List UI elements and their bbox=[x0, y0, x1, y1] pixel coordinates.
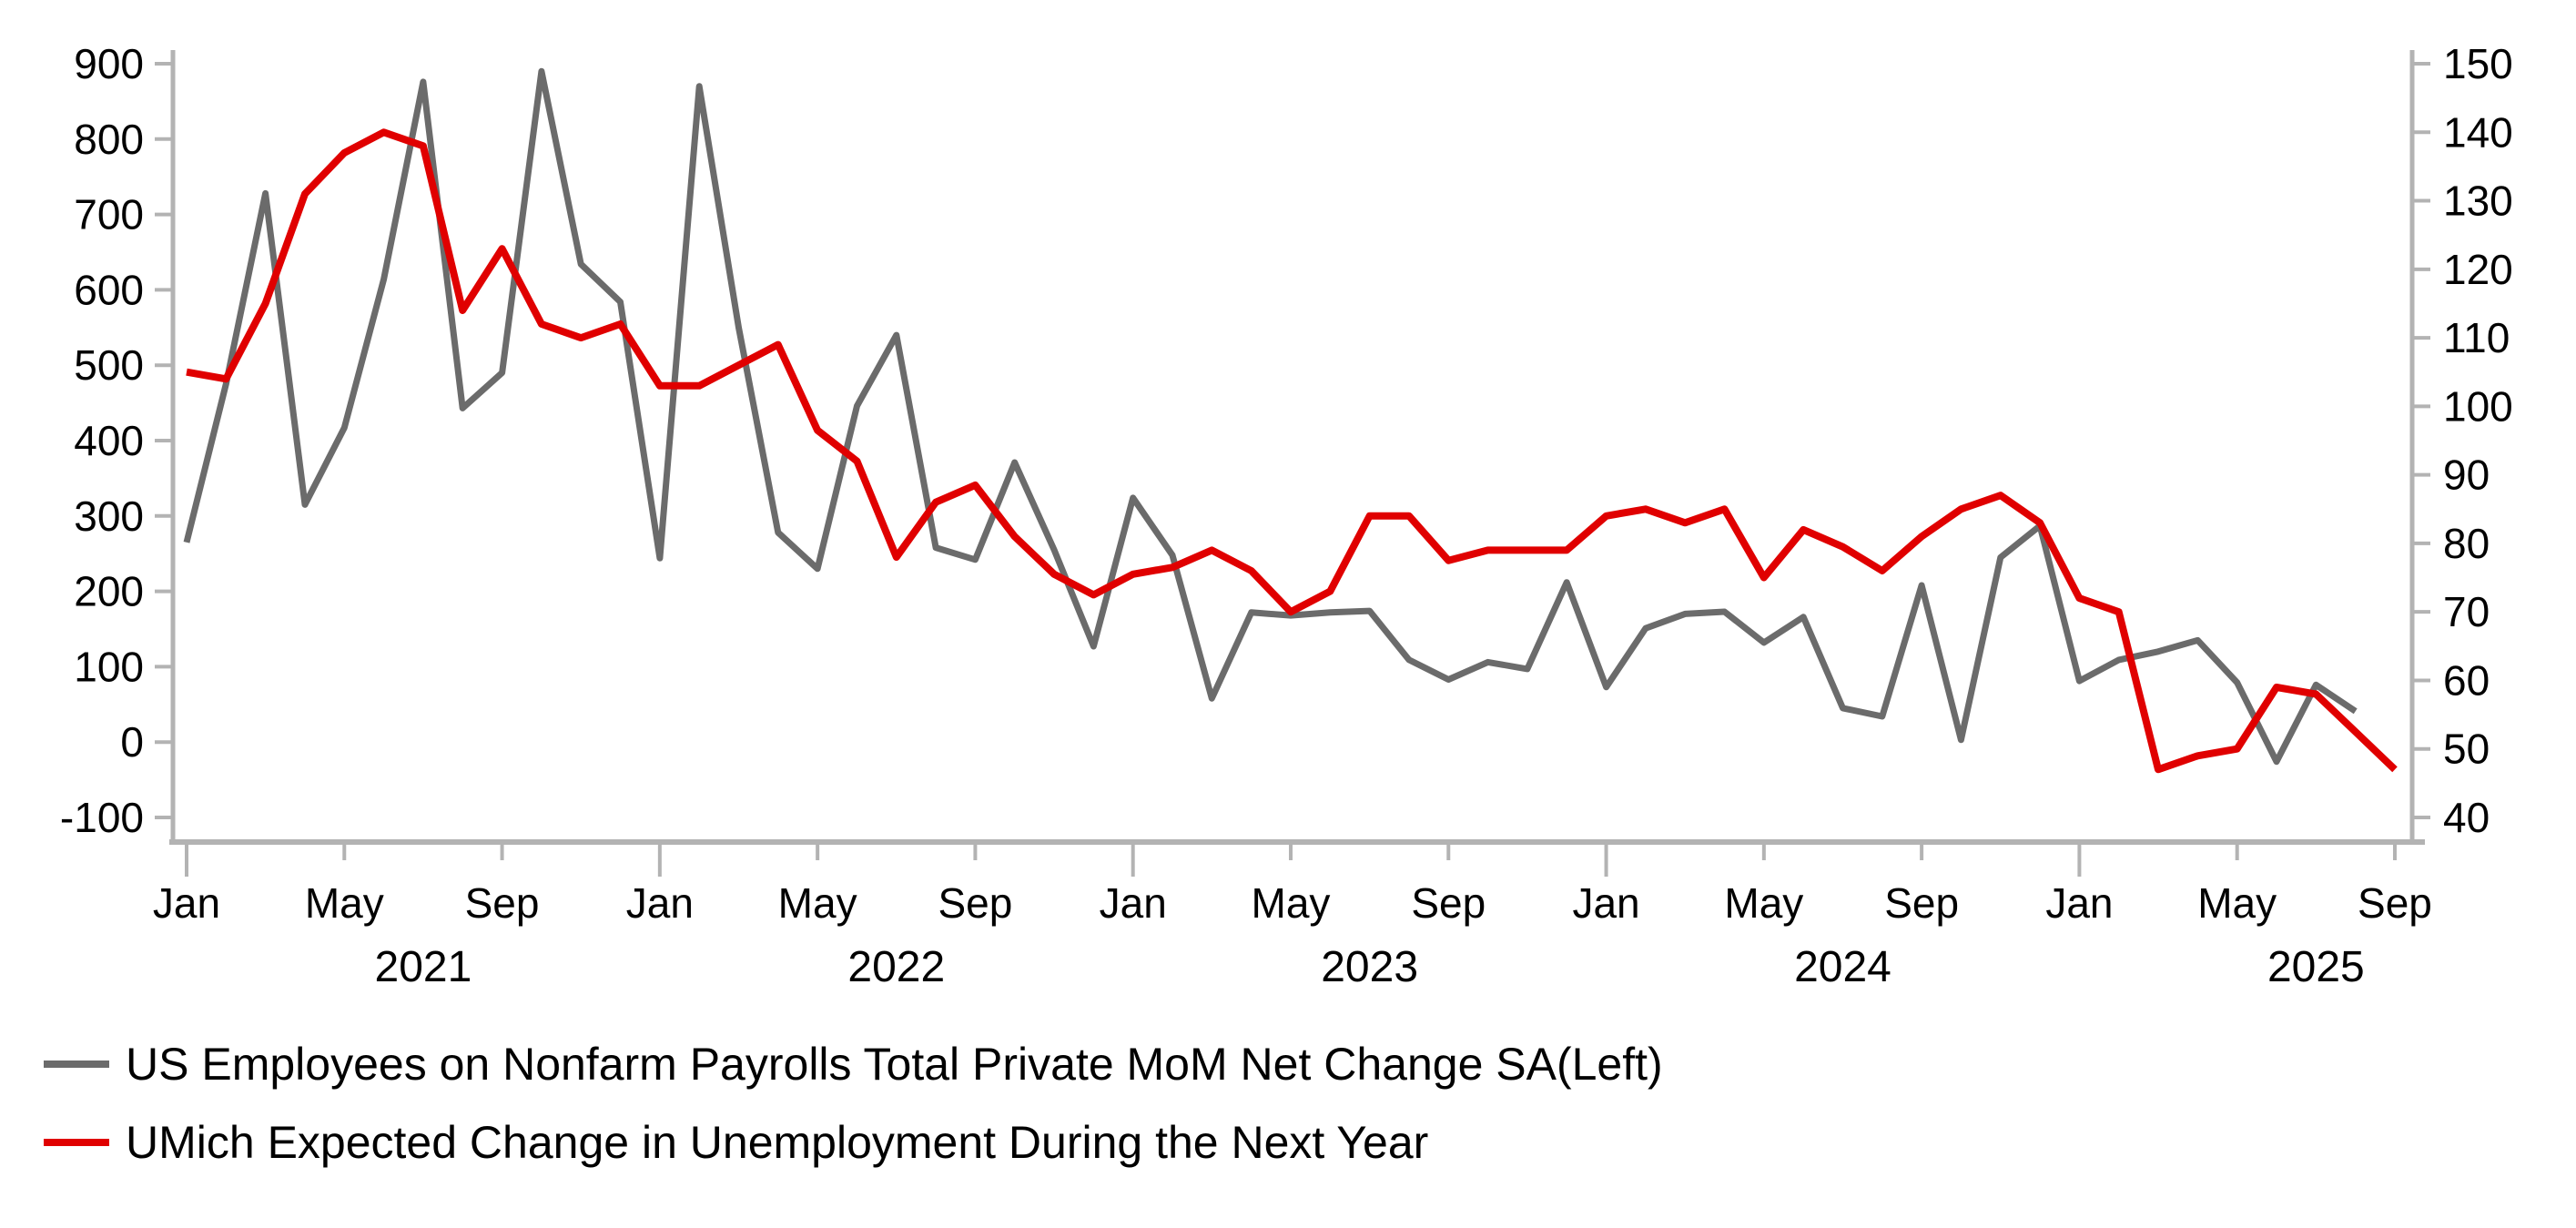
left-axis-tick-label: 800 bbox=[74, 116, 144, 163]
left-axis-tick-label: -100 bbox=[60, 794, 144, 841]
x-axis-month-label: Sep bbox=[1411, 879, 1486, 927]
umich-series-swatch bbox=[44, 1139, 109, 1146]
x-axis-year-label: 2025 bbox=[2267, 943, 2365, 991]
x-axis-month-label: May bbox=[305, 879, 384, 927]
right-axis-tick-label: 90 bbox=[2443, 452, 2490, 499]
right-axis-tick-label: 140 bbox=[2443, 108, 2513, 156]
left-axis-tick-label: 0 bbox=[120, 718, 144, 766]
x-axis-month-label: Jan bbox=[1572, 879, 1639, 927]
legend-item-umich: UMich Expected Change in Unemployment Du… bbox=[44, 1114, 1663, 1171]
left-axis-tick-label: 400 bbox=[74, 417, 144, 464]
payrolls-series-swatch bbox=[44, 1061, 109, 1068]
left-axis-tick-label: 100 bbox=[74, 643, 144, 690]
x-axis-month-label: Sep bbox=[1884, 879, 1959, 927]
left-axis-tick-label: 900 bbox=[74, 40, 144, 87]
right-axis-tick-label: 150 bbox=[2443, 40, 2513, 87]
right-axis-tick-label: 80 bbox=[2443, 520, 2490, 567]
umich-series-line bbox=[186, 128, 2398, 774]
legend: US Employees on Nonfarm Payrolls Total P… bbox=[44, 1036, 1663, 1171]
right-axis-tick-label: 50 bbox=[2443, 726, 2490, 773]
payrolls-series-label: US Employees on Nonfarm Payrolls Total P… bbox=[126, 1039, 1663, 1090]
x-axis-year-label: 2024 bbox=[1794, 943, 1891, 991]
right-axis-tick-label: 40 bbox=[2443, 794, 2490, 841]
left-axis-tick-label: 200 bbox=[74, 568, 144, 615]
x-axis-month-label: Jan bbox=[2045, 879, 2113, 927]
right-axis-tick-label: 120 bbox=[2443, 246, 2513, 293]
payrolls-series-line bbox=[183, 67, 2358, 766]
x-axis-year-label: 2021 bbox=[375, 943, 472, 991]
x-axis-month-label: May bbox=[778, 879, 857, 927]
legend-item-payrolls: US Employees on Nonfarm Payrolls Total P… bbox=[44, 1036, 1663, 1092]
left-axis-tick-label: 300 bbox=[74, 492, 144, 540]
x-axis-month-label: Sep bbox=[2358, 879, 2432, 927]
x-axis-month-label: May bbox=[1252, 879, 1331, 927]
x-axis-month-label: May bbox=[1724, 879, 1803, 927]
right-axis-tick-label: 60 bbox=[2443, 656, 2490, 704]
left-axis-tick-label: 700 bbox=[74, 191, 144, 238]
right-axis-tick-label: 130 bbox=[2443, 178, 2513, 225]
x-axis-month-label: Sep bbox=[938, 879, 1012, 927]
x-axis-month-label: Jan bbox=[153, 879, 220, 927]
x-axis-month-label: May bbox=[2197, 879, 2277, 927]
left-axis-tick-label: 500 bbox=[74, 341, 144, 389]
left-axis-tick-label: 600 bbox=[74, 266, 144, 313]
x-axis-year-label: 2022 bbox=[847, 943, 945, 991]
x-axis-month-label: Sep bbox=[465, 879, 540, 927]
right-axis-tick-label: 110 bbox=[2443, 314, 2510, 361]
umich-series-label: UMich Expected Change in Unemployment Du… bbox=[126, 1117, 1429, 1168]
right-axis-tick-label: 100 bbox=[2443, 382, 2513, 430]
x-axis-year-label: 2023 bbox=[1321, 943, 1418, 991]
x-axis-month-label: Jan bbox=[1100, 879, 1167, 927]
right-axis-tick-label: 70 bbox=[2443, 588, 2490, 635]
x-axis-month-label: Jan bbox=[626, 879, 694, 927]
